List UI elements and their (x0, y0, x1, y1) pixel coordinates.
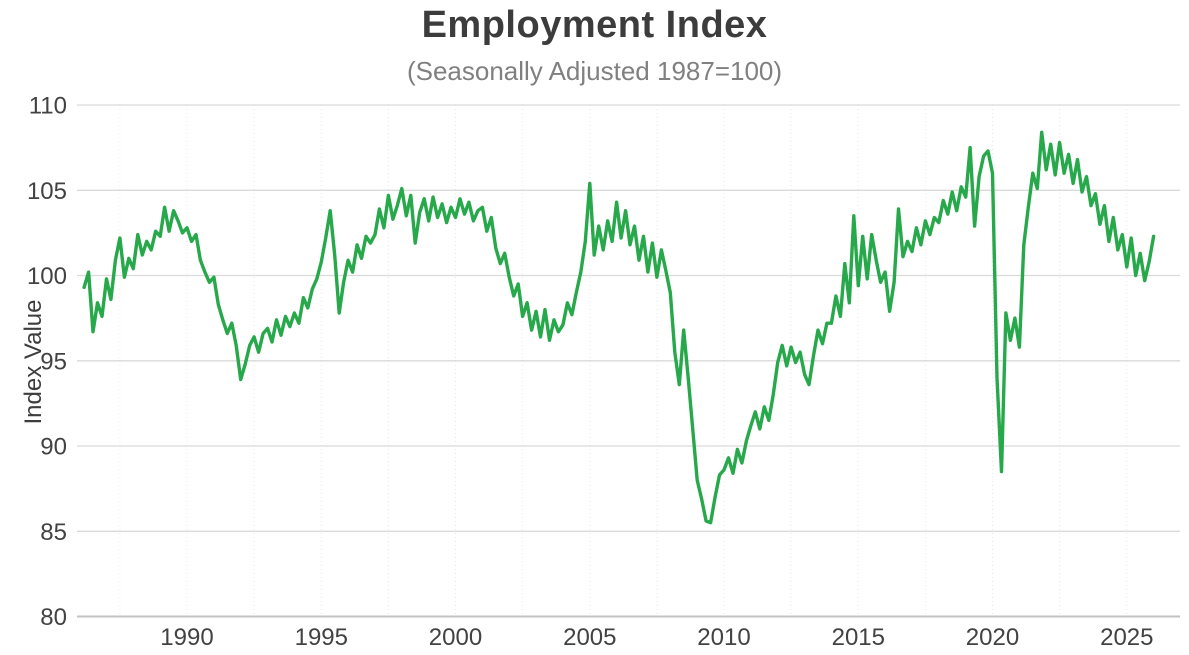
employment-index-line (82, 130, 1156, 525)
x-tick-label: 2010 (697, 624, 750, 651)
y-axis-title: Index Value (20, 299, 47, 425)
x-tick-label: 2020 (966, 624, 1019, 651)
x-tick-label: 2005 (563, 624, 616, 651)
x-tick-label: 2015 (832, 624, 885, 651)
y-tick-label: 95 (40, 348, 67, 375)
x-tick-label: 2000 (429, 624, 482, 651)
y-tick-label: 100 (27, 263, 67, 290)
y-tick-label: 110 (29, 93, 67, 120)
x-tick-label: 1990 (160, 624, 213, 651)
x-tick-label: 2025 (1100, 624, 1153, 651)
chart-subtitle: (Seasonally Adjusted 1987=100) (406, 56, 783, 86)
y-tick-label: 90 (40, 434, 67, 461)
x-tick-label: 1995 (295, 624, 348, 651)
y-tick-label: 105 (27, 178, 67, 205)
y-tick-label: 85 (40, 519, 67, 546)
y-tick-label: 80 (40, 604, 67, 631)
chart-title: Employment Index (421, 4, 768, 46)
